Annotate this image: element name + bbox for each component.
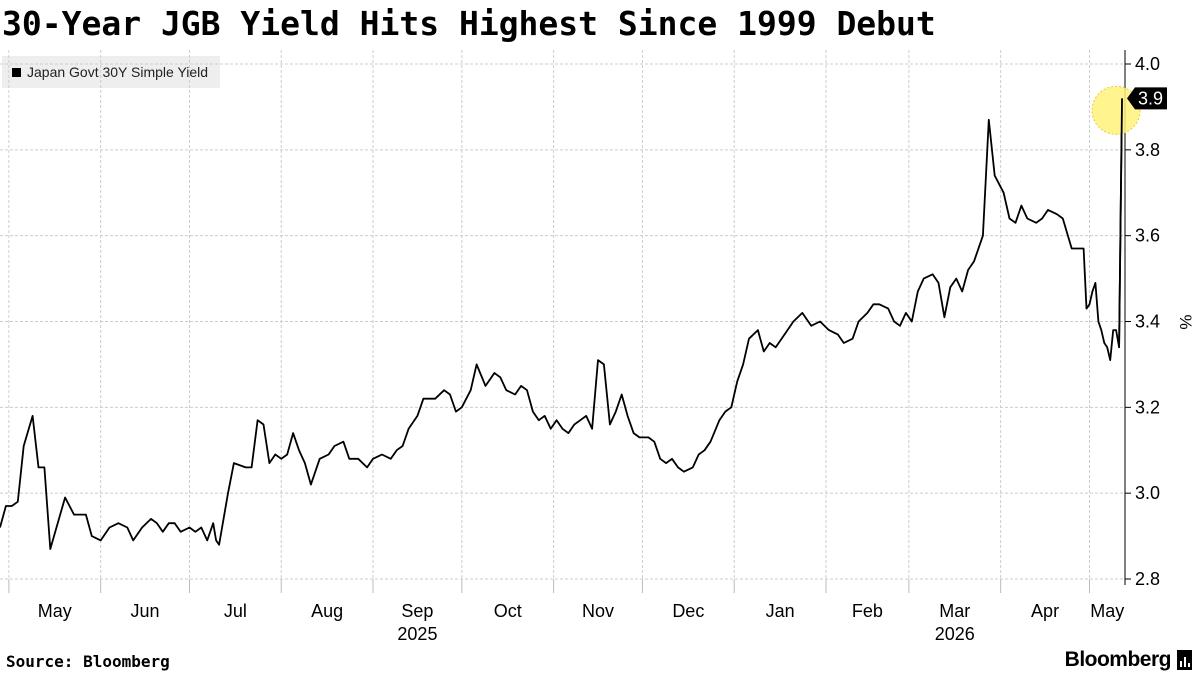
x-tick-label: Mar — [939, 601, 970, 621]
x-tick-label: Oct — [494, 601, 522, 621]
y-tick-label: 3.6 — [1135, 226, 1160, 246]
last-value-badge — [1127, 87, 1167, 110]
legend-label: Japan Govt 30Y Simple Yield — [27, 64, 209, 80]
x-tick-label: Jul — [224, 601, 247, 621]
brand-logo: Bloomberg — [1065, 648, 1192, 672]
y-tick-label: 3.8 — [1135, 140, 1160, 160]
y-tick-label: 3.4 — [1135, 312, 1160, 332]
x-tick-label: Aug — [311, 601, 343, 621]
chart-legend: Japan Govt 30Y Simple Yield — [2, 56, 221, 88]
bloomberg-bars-icon — [1177, 650, 1192, 670]
series-line-japan-govt-30y — [0, 98, 1123, 550]
page-title: 30-Year JGB Yield Hits Highest Since 199… — [2, 4, 936, 43]
x-year-label: 2025 — [397, 624, 437, 644]
x-tick-label: May — [1090, 601, 1124, 621]
y-tick-label: 3.2 — [1135, 397, 1160, 417]
x-tick-label: Feb — [852, 601, 883, 621]
x-tick-label: Jun — [131, 601, 160, 621]
source-note: Source: Bloomberg — [6, 652, 170, 671]
y-tick-label: 4.0 — [1135, 54, 1160, 74]
series-line-latest-segment — [1118, 98, 1123, 348]
legend-swatch — [12, 67, 21, 77]
x-tick-label: Sep — [401, 601, 433, 621]
last-value-label: 3.9 — [1138, 88, 1163, 108]
brand-name: Bloomberg — [1064, 648, 1172, 671]
x-tick-label: Dec — [672, 601, 704, 621]
y-tick-label: 2.8 — [1135, 569, 1160, 589]
x-tick-label: Nov — [582, 601, 614, 621]
x-tick-label: May — [38, 601, 72, 621]
y-tick-label: 3.0 — [1135, 483, 1160, 503]
y-axis-label: % — [1176, 314, 1195, 329]
x-tick-label: Jan — [766, 601, 795, 621]
x-year-label: 2026 — [935, 624, 975, 644]
x-tick-label: Apr — [1031, 601, 1059, 621]
